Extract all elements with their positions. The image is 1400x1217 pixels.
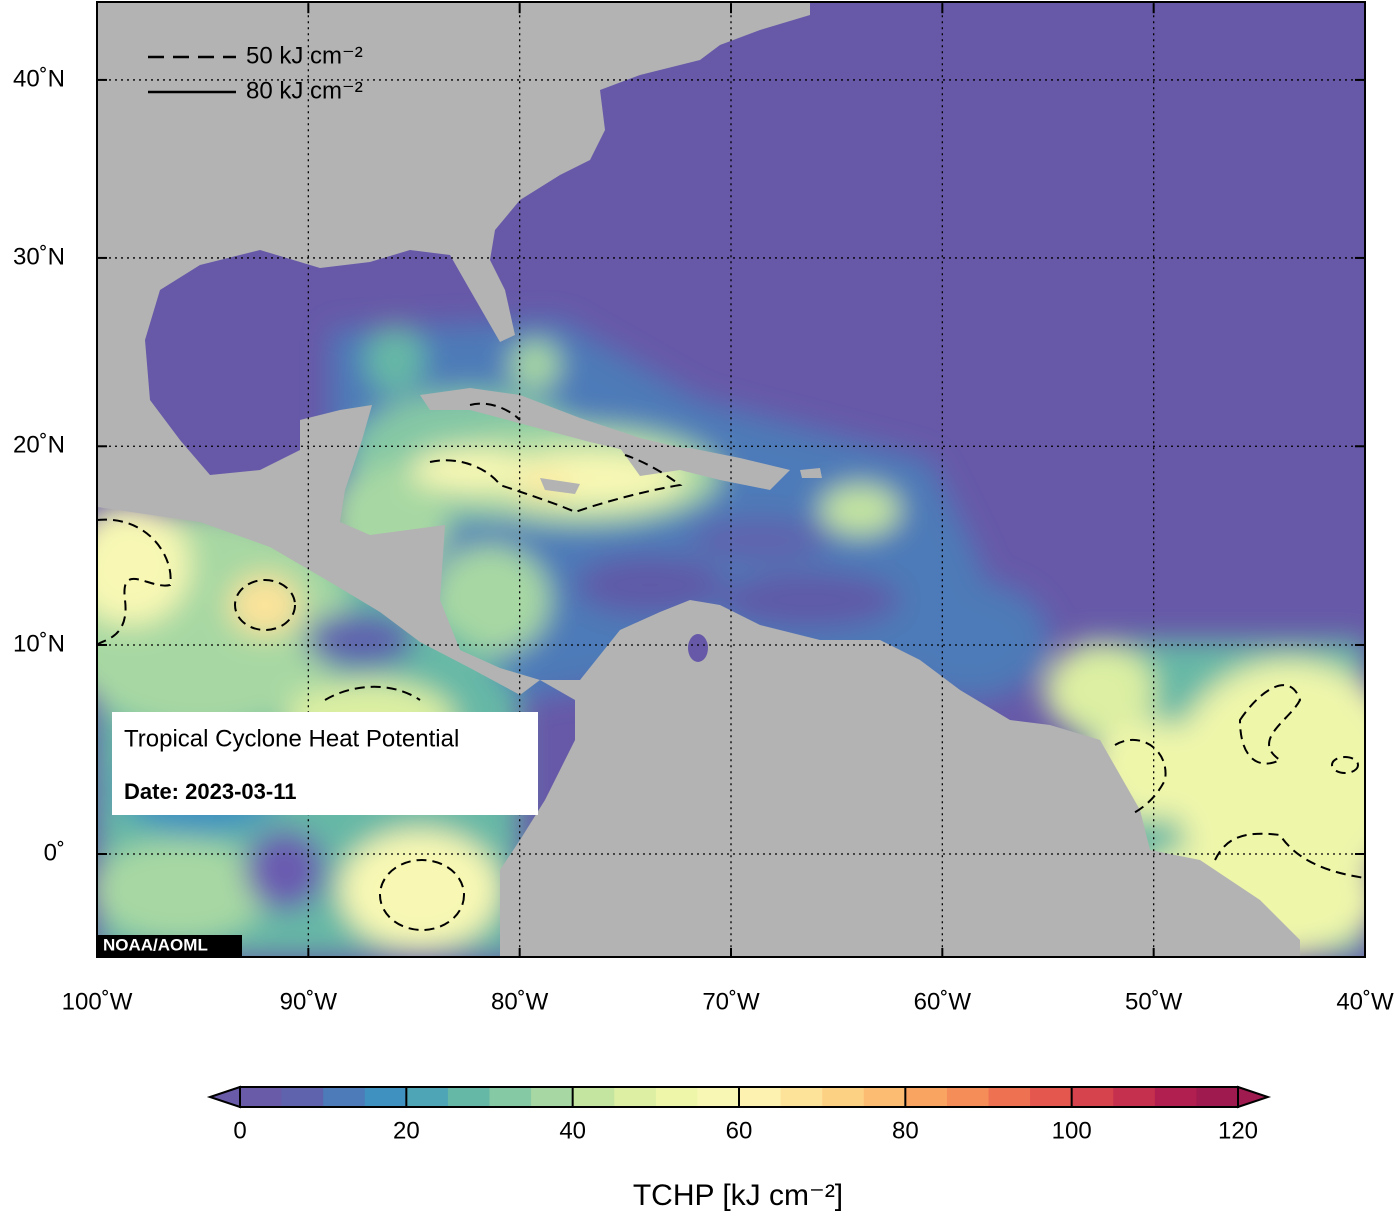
colorbar-segment [572,1087,615,1107]
x-tick-label: 70˚W [702,988,760,1015]
colorbar-segment [988,1087,1031,1107]
colorbar-segment [614,1087,657,1107]
credit-bg [97,935,242,957]
legend-label: 80 kJ cm⁻² [246,77,363,104]
colorbar-segment [1030,1087,1073,1107]
colorbar-segment [739,1087,782,1107]
colorbar-segment [863,1087,906,1107]
y-tick-label: 10˚N [13,630,65,657]
legend-label: 50 kJ cm⁻² [246,42,363,69]
colorbar-segment [406,1087,449,1107]
colorbar-segment [822,1087,865,1107]
y-tick-label: 0˚ [44,839,65,866]
map-area [97,2,1365,957]
colorbar-segment [447,1087,490,1107]
colorbar-segment [946,1087,989,1107]
colorbar-segment [1113,1087,1156,1107]
colorbar-segment [1196,1087,1239,1107]
colorbar-tick-label: 60 [726,1117,753,1144]
colorbar-tick-label: 40 [559,1117,586,1144]
y-tick-label: 40˚N [13,65,65,92]
info-date: Date: 2023-03-11 [124,779,296,804]
colorbar-label: TCHP [kJ cm⁻²] [633,1179,843,1212]
legend: 50 kJ cm⁻² 80 kJ cm⁻² [148,42,363,104]
info-title: Tropical Cyclone Heat Potential [124,725,459,752]
colorbar-tick-label: 0 [233,1117,246,1144]
colorbar-segment [240,1087,283,1107]
colorbar-tick-label: 100 [1052,1117,1092,1144]
colorbar-segment [364,1087,407,1107]
colorbar-segment [1071,1087,1114,1107]
credit: NOAA/AOML [103,935,208,954]
contours [97,402,1365,931]
colorbar-tick-label: 80 [892,1117,919,1144]
colorbar-segment [905,1087,948,1107]
x-tick-label: 40˚W [1336,988,1394,1015]
x-tick-label: 90˚W [280,988,338,1015]
colorbar-segment [531,1087,574,1107]
info-box-bg [112,712,538,815]
colorbar-segment [323,1087,366,1107]
y-tick-label: 30˚N [13,243,65,270]
x-tick-label: 80˚W [491,988,549,1015]
colorbar-segment [1154,1087,1197,1107]
y-tick-label: 20˚N [13,432,65,459]
land [97,2,1300,957]
grid [96,3,1366,959]
x-tick-label: 50˚W [1125,988,1183,1015]
colorbar-tick-label: 20 [393,1117,420,1144]
colorbar-segment [697,1087,740,1107]
colorbar-extend-high [1237,1085,1272,1109]
x-tick-label: 100˚W [62,988,133,1015]
colorbar-segment [281,1087,324,1107]
colorbar-segment [655,1087,698,1107]
colorbar-segment [489,1087,532,1107]
map-frame [96,1,1366,958]
colorbar-tick-label: 120 [1218,1117,1258,1144]
colorbar-extend-low [206,1085,241,1109]
colorbar-segment [780,1087,823,1107]
colorbar [206,1085,1272,1109]
x-tick-label: 60˚W [914,988,972,1015]
info-box: Tropical Cyclone Heat Potential Date: 20… [112,712,538,815]
